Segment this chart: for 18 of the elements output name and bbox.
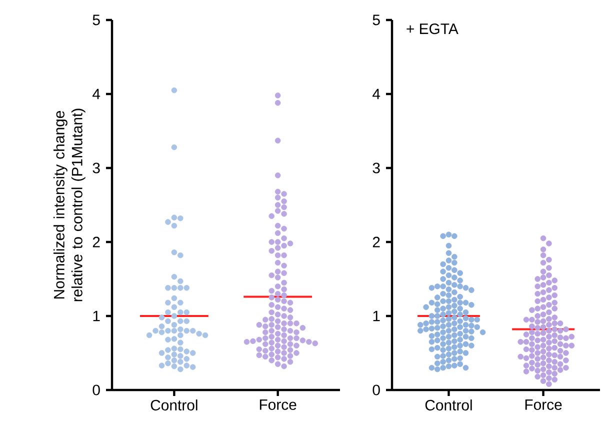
x-tick-label: Control	[150, 400, 198, 410]
y-tick-label: 3	[92, 162, 100, 174]
y-tick-label: 5	[372, 14, 380, 26]
y-tick-label: 4	[92, 88, 100, 100]
y-tick-label: 4	[372, 88, 380, 100]
x-tick-label: Force	[525, 400, 562, 410]
y-tick-label: 0	[92, 384, 100, 396]
y-tick-label: 1	[373, 310, 380, 322]
y-tick-label: 0	[372, 384, 380, 396]
y-tick-label: 2	[92, 236, 100, 248]
y-tick-label: 2	[372, 236, 380, 248]
y-tick-label: 3	[372, 162, 380, 174]
y-axis-title: Normalized intensity change relative to control (P1Mutant)	[53, 108, 86, 302]
y-tick-label: 5	[92, 14, 100, 26]
x-tick-label: Force	[260, 400, 296, 410]
annotation: + EGTA	[406, 24, 458, 34]
y-tick-label: 1	[93, 310, 100, 322]
x-tick-label: Control	[425, 400, 472, 410]
